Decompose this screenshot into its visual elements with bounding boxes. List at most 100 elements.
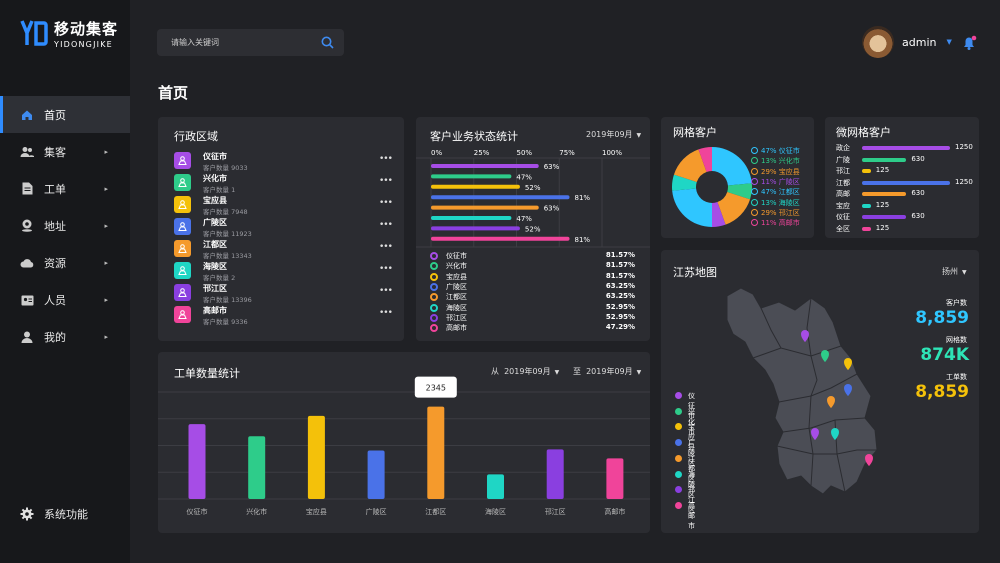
jiangsu-map[interactable] (661, 250, 979, 533)
micro-grid-row: 高邮 630 (836, 189, 971, 199)
status-bar-label: 47% (516, 215, 532, 223)
more-icon[interactable]: ••• (379, 286, 393, 296)
micro-grid-row: 江都 1250 (836, 178, 973, 188)
avatar[interactable] (862, 26, 894, 58)
map-title: 江苏地图 (673, 266, 717, 279)
map-city-value: 扬州 (942, 267, 958, 276)
map-legend-label: 宝应县 (688, 423, 695, 452)
legend-dot (675, 470, 682, 478)
status-table-value: 52.95% (605, 302, 635, 311)
orders-to-dropdown[interactable]: 至 2019年09月 ▼ (573, 366, 641, 377)
caret-right-icon: ▸ (104, 258, 108, 267)
caret-right-icon: ▸ (104, 332, 108, 341)
status-bar-label: 81% (575, 236, 591, 244)
status-bar-label: 52% (525, 184, 541, 192)
map-pin-icon (865, 454, 873, 466)
list-item[interactable]: 江都区 客户数量 13343 ••• (174, 239, 393, 261)
status-bar (431, 164, 539, 168)
micro-grid-category: 宝应 (836, 201, 850, 210)
status-table-name: 宝应县 (446, 272, 467, 281)
status-title: 客户业务状态统计 (430, 130, 518, 143)
search-input[interactable] (171, 29, 311, 56)
map-markers (801, 330, 873, 466)
grid-customers-card: 网格客户 47% 仪征市 13% 兴化市 29% 宝应县 11% 广陵区 47% 江都区… (661, 117, 814, 238)
caret-right-icon: ▸ (104, 147, 108, 156)
status-period-value: 2019年09月 (586, 130, 633, 139)
list-item[interactable]: 兴化市 客户数量 1 ••• (174, 173, 393, 195)
micro-grid-card: 微网格客户 政企 1250 广陵 630 邗江 125 江都 1250 高邮 630 宝应 125 仪征… (825, 117, 979, 238)
axis-tick-label: 100% (602, 149, 622, 157)
system-settings-item[interactable]: 系统功能 (20, 506, 88, 522)
district-count: 客户数量 13396 (203, 296, 252, 304)
map-stat-label: 客户数 (946, 299, 967, 307)
map-city-dropdown[interactable]: 扬州 ▼ (942, 266, 967, 277)
more-icon[interactable]: ••• (379, 154, 393, 164)
district-icon (174, 196, 191, 213)
status-bar-label: 63% (544, 205, 560, 213)
list-item[interactable]: 高邮市 客户数量 9336 ••• (174, 305, 393, 327)
pie-legend-label: 11% 高邮市 (761, 219, 800, 228)
status-table-row: 邗江区 52.95% (430, 313, 635, 323)
status-table-row: 兴化市 81.57% (430, 261, 635, 271)
sidebar-item-6[interactable]: 我的 ▸ (0, 318, 130, 355)
more-icon[interactable]: ••• (379, 264, 393, 274)
status-period-dropdown[interactable]: 2019年09月 ▼ (586, 129, 641, 140)
list-item[interactable]: 广陵区 客户数量 11923 ••• (174, 217, 393, 239)
orders-bar (487, 474, 504, 499)
map-pin-icon (811, 428, 819, 440)
bell-icon[interactable] (961, 34, 979, 52)
map-card: 江苏地图 扬州 ▼ 仪征市 兴化市 宝应县 广陵区 江都区 海陵区 邗江区 高邮市 客户数 (661, 250, 979, 533)
more-icon[interactable]: ••• (379, 220, 393, 230)
sidebar-item-3[interactable]: 地址 ▸ (0, 207, 130, 244)
status-table-value: 47.29% (605, 323, 635, 332)
status-table-value: 81.57% (605, 261, 635, 270)
orders-x-label: 江都区 (425, 508, 446, 516)
sidebar-item-label: 首页 (44, 108, 66, 122)
micro-grid-value: 1250 (955, 143, 973, 151)
legend-dot (751, 219, 758, 227)
district-name: 邗江区 (203, 284, 227, 293)
map-stat-label: 工单数 (946, 373, 967, 381)
map-pin-icon (831, 428, 839, 440)
orders-bar (248, 436, 266, 499)
list-item[interactable]: 邗江区客户数量 13396 ••• (174, 283, 393, 305)
map-pin-icon (844, 358, 852, 370)
status-table-value: 63.25% (605, 292, 635, 301)
micro-grid-title: 微网格客户 (836, 126, 891, 139)
micro-grid-category: 江都 (836, 178, 850, 187)
legend-dot (751, 208, 758, 216)
brand-logo[interactable]: 移动集客 YIDONGJIKE (20, 18, 118, 49)
sidebar-item-4[interactable]: 资源 ▸ (0, 244, 130, 281)
map-pin-icon (821, 350, 829, 362)
more-icon[interactable]: ••• (379, 198, 393, 208)
list-item[interactable]: 仪征市 客户数量 9033 ••• (174, 151, 393, 173)
legend-dot (430, 252, 438, 260)
users-icon (20, 145, 34, 159)
legend-dot (751, 147, 758, 154)
micro-grid-row: 广陵 630 (836, 155, 971, 165)
list-item[interactable]: 海陵区 客户数量 2 ••• (174, 261, 393, 283)
username: admin (902, 35, 937, 49)
orders-from-dropdown[interactable]: 从 2019年09月 ▼ (491, 366, 559, 377)
more-icon[interactable]: ••• (379, 176, 393, 186)
pie-legend-label: 29% 宝应县 (761, 167, 800, 176)
sidebar-item-0[interactable]: 首页 (0, 96, 130, 133)
district-name: 兴化市 (203, 174, 227, 183)
list-item[interactable]: 宝应县 客户数量 7948 ••• (174, 195, 393, 217)
sidebar-item-2[interactable]: 工单 ▸ (0, 170, 130, 207)
district-icon (174, 284, 191, 301)
more-icon[interactable]: ••• (379, 308, 393, 318)
search-icon[interactable] (321, 36, 334, 49)
micro-grid-category: 高邮 (836, 190, 850, 198)
more-icon[interactable]: ••• (379, 242, 393, 252)
map-stat-label: 网格数 (946, 336, 967, 344)
micro-grid-bar (862, 192, 907, 196)
legend-dot (430, 313, 438, 322)
sidebar-item-5[interactable]: 人员 ▸ (0, 281, 130, 318)
status-bar-label: 81% (575, 194, 591, 202)
user-menu[interactable]: admin ▼ (862, 26, 952, 58)
home-icon (20, 108, 34, 122)
map-legend-label: 海陵区 (688, 470, 695, 499)
document-icon (20, 182, 34, 196)
sidebar-item-1[interactable]: 集客 ▸ (0, 133, 130, 170)
